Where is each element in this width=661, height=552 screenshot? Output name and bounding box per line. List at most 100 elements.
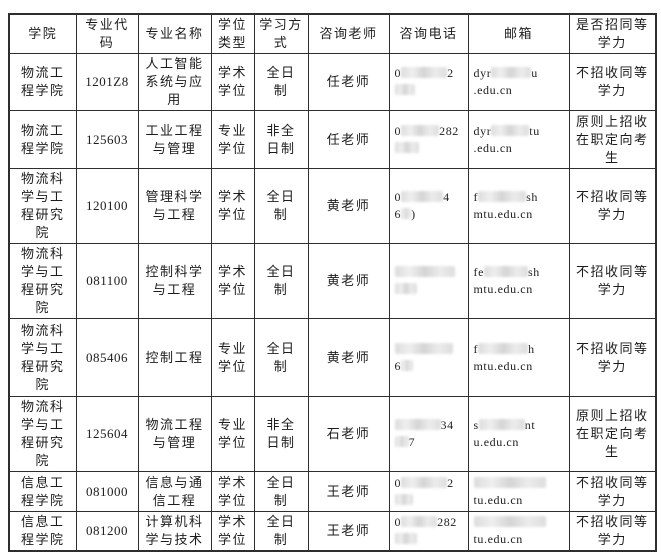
email-line: s nt xyxy=(474,417,565,434)
cell-study: 非全日制 xyxy=(253,110,309,169)
cell-code: 1201Z8 xyxy=(75,53,139,111)
censored-blur-block xyxy=(478,342,529,354)
email-text-fragment: dyr xyxy=(473,66,492,80)
phone-line xyxy=(394,492,464,509)
email-line: tu.edu.cn xyxy=(474,531,565,548)
email-line: .edu.cn xyxy=(474,82,565,99)
cell-major: 信息与通信工程 xyxy=(137,471,212,512)
header-equivalent-edu: 是否招同等学力 xyxy=(568,13,657,54)
phone-text-fragment: 0 xyxy=(394,475,402,490)
phone-text-fragment: 282 xyxy=(437,515,457,529)
cell-teacher: 黄老师 xyxy=(307,168,390,244)
cell-phone: 0 4 6) xyxy=(388,168,469,244)
header-email: 邮箱 xyxy=(467,13,570,54)
cell-study: 全日制 xyxy=(253,168,309,244)
email-line: dyr u xyxy=(474,65,565,82)
email-text-fragment: f xyxy=(473,341,479,356)
cell-equivalent: 不招收同等学力 xyxy=(568,318,657,397)
email-line: mtu.edu.cn xyxy=(474,358,565,375)
censored-blur-block xyxy=(401,67,448,78)
email-text-fragment: mtu.edu.cn xyxy=(473,282,533,296)
email-line: f sh xyxy=(474,189,565,206)
phone-text-fragment: ) xyxy=(411,207,416,221)
email-text-fragment: tu.edu.cn xyxy=(473,532,523,546)
censored-blur-block xyxy=(401,476,448,488)
table-row: 物流科学与工程研究院 120100 管理科学与工程 学术学位 全日制 黄老师 0 4 6) f sh… xyxy=(8,168,657,244)
censored-blur-block xyxy=(401,124,440,136)
cell-teacher: 王老师 xyxy=(307,471,390,512)
email-text-fragment: mtu.edu.cn xyxy=(473,207,533,221)
admissions-info-table-container: 学院 专业代码 专业名称 学位类型 学习方式 咨询老师 咨询电话 邮箱 是否招同… xyxy=(8,13,657,552)
phone-text-fragment: 4 xyxy=(443,190,450,204)
cell-major: 控制科学与工程 xyxy=(137,243,212,319)
phone-line: 7 xyxy=(394,434,464,451)
cell-college: 物流科学与工程研究院 xyxy=(8,396,77,472)
cell-study: 非全日制 xyxy=(253,396,309,472)
email-text-fragment: fe xyxy=(473,265,485,279)
censored-blur-block xyxy=(394,533,417,544)
table-body: 物流工程学院 1201Z8 人工智能系统与应用 学术学位 全日制 任老师 0 2 dyr u .ed… xyxy=(8,53,657,552)
censored-blur-block xyxy=(394,283,417,294)
cell-equivalent: 不招收同等学力 xyxy=(568,243,657,319)
cell-degree: 学术学位 xyxy=(210,168,255,244)
email-line xyxy=(473,475,565,492)
cell-code: 081200 xyxy=(75,511,139,552)
phone-text-fragment: 0 xyxy=(394,515,402,529)
phone-text-fragment: 0 xyxy=(394,123,402,138)
cell-equivalent: 原则上招收在职定向考生 xyxy=(568,396,657,472)
cell-study: 全日制 xyxy=(253,243,309,319)
censored-blur-block xyxy=(491,67,532,78)
cell-email: tu.edu.cn xyxy=(467,511,570,552)
cell-major: 控制工程 xyxy=(137,318,212,397)
phone-line xyxy=(394,140,464,157)
censored-blur-block xyxy=(394,84,415,95)
cell-degree: 学术学位 xyxy=(210,243,255,319)
censored-blur-block xyxy=(401,516,438,527)
cell-email: s nt u.edu.cn xyxy=(467,396,570,472)
censored-blur-block xyxy=(491,124,530,136)
email-text-fragment: dyr xyxy=(473,123,492,138)
cell-study: 全日制 xyxy=(253,318,309,397)
cell-college: 物流科学与工程研究院 xyxy=(8,318,77,397)
cell-major: 人工智能系统与应用 xyxy=(137,53,212,111)
cell-major: 计算机科学与技术 xyxy=(137,511,212,552)
email-line: tu.edu.cn xyxy=(474,492,565,509)
table-row: 物流科学与工程研究院 125604 物流工程与管理 专业学位 非全日制 石老师 34 7 s nt… xyxy=(8,396,657,472)
header-study-mode: 学习方式 xyxy=(253,13,309,54)
censored-blur-block xyxy=(478,419,525,430)
cell-equivalent: 原则上招收在职定向考生 xyxy=(568,110,657,169)
email-text-fragment: sh xyxy=(526,190,538,204)
email-text-fragment: u.edu.cn xyxy=(473,435,519,449)
cell-college: 物流工程学院 xyxy=(8,53,77,111)
cell-college: 信息工程学院 xyxy=(8,511,77,552)
cell-college: 物流科学与工程研究院 xyxy=(8,168,77,244)
table-row: 物流科学与工程研究院 085406 控制工程 专业学位 全日制 黄老师 6 f h mtu.edu… xyxy=(8,318,657,397)
header-major-code: 专业代码 xyxy=(75,13,139,54)
cell-college: 物流科学与工程研究院 xyxy=(8,243,77,319)
phone-text-fragment: 282 xyxy=(439,123,459,138)
phone-line xyxy=(394,82,464,99)
cell-college: 信息工程学院 xyxy=(8,471,77,512)
phone-line xyxy=(394,281,464,298)
cell-email: dyr u .edu.cn xyxy=(467,53,570,111)
phone-line: 0 282 xyxy=(395,514,464,531)
header-college: 学院 xyxy=(8,13,77,54)
cell-teacher: 任老师 xyxy=(307,53,390,111)
header-degree-type: 学位类型 xyxy=(210,13,255,54)
cell-study: 全日制 xyxy=(253,53,309,111)
censored-blur-block xyxy=(394,342,453,354)
cell-degree: 学术学位 xyxy=(210,53,255,111)
cell-email: f sh mtu.edu.cn xyxy=(467,168,570,244)
email-text-fragment: u xyxy=(531,66,538,80)
cell-code: 120100 xyxy=(75,168,139,244)
cell-degree: 专业学位 xyxy=(210,396,255,472)
cell-code: 085406 xyxy=(75,318,139,397)
cell-phone: 0 282 xyxy=(388,511,469,552)
email-line: mtu.edu.cn xyxy=(474,206,565,223)
email-line: dyr tu xyxy=(474,123,565,140)
cell-study: 全日制 xyxy=(253,511,309,552)
header-consult-phone: 咨询电话 xyxy=(388,13,469,54)
